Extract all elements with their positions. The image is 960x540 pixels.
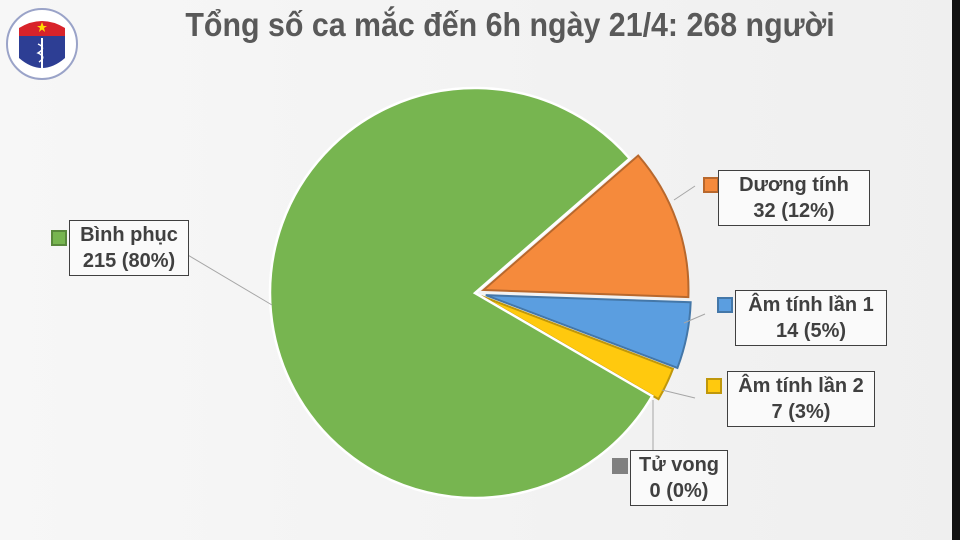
leader-line-0 [673, 185, 696, 201]
window-edge [952, 0, 960, 540]
legend-swatch-1 [717, 297, 733, 313]
label-value: 7 (3%) [771, 401, 831, 423]
label-name: Âm tính lần 2 [738, 375, 864, 397]
label-name: Bình phục [80, 224, 178, 246]
legend-swatch-0 [703, 177, 719, 193]
legend-swatch-2 [706, 378, 722, 394]
label-name: Tử vong [638, 454, 720, 476]
label-name: Âm tính lần 1 [748, 294, 874, 316]
pie-slice-1 [485, 294, 692, 370]
leader-line-4 [175, 247, 273, 306]
label-value: 215 (80%) [82, 250, 176, 272]
data-label-0: Dương tính 32 (12%) [718, 170, 870, 226]
legend-swatch-4 [51, 230, 67, 246]
data-label-3: Tử vong 0 (0%) [630, 450, 728, 506]
leader-line-2 [661, 389, 696, 399]
label-name: Dương tính [739, 174, 849, 196]
label-value: 0 (0%) [649, 480, 709, 502]
chart-title: Tổng số ca mắc đến 6h ngày 21/4: 268 ngư… [185, 6, 835, 43]
label-value: 32 (12%) [753, 200, 835, 222]
data-label-1: Âm tính lần 1 14 (5%) [735, 290, 887, 346]
data-label-2: Âm tính lần 2 7 (3%) [727, 371, 875, 427]
ministry-of-health-logo [6, 8, 78, 80]
label-value: 14 (5%) [775, 320, 847, 342]
legend-swatch-3 [612, 458, 628, 474]
pie-slice-4 [268, 86, 654, 500]
pie-slice-0 [480, 154, 690, 299]
pie-slice-2 [480, 295, 675, 401]
leader-line-1 [683, 313, 706, 324]
data-label-4: Bình phục 215 (80%) [69, 220, 189, 276]
